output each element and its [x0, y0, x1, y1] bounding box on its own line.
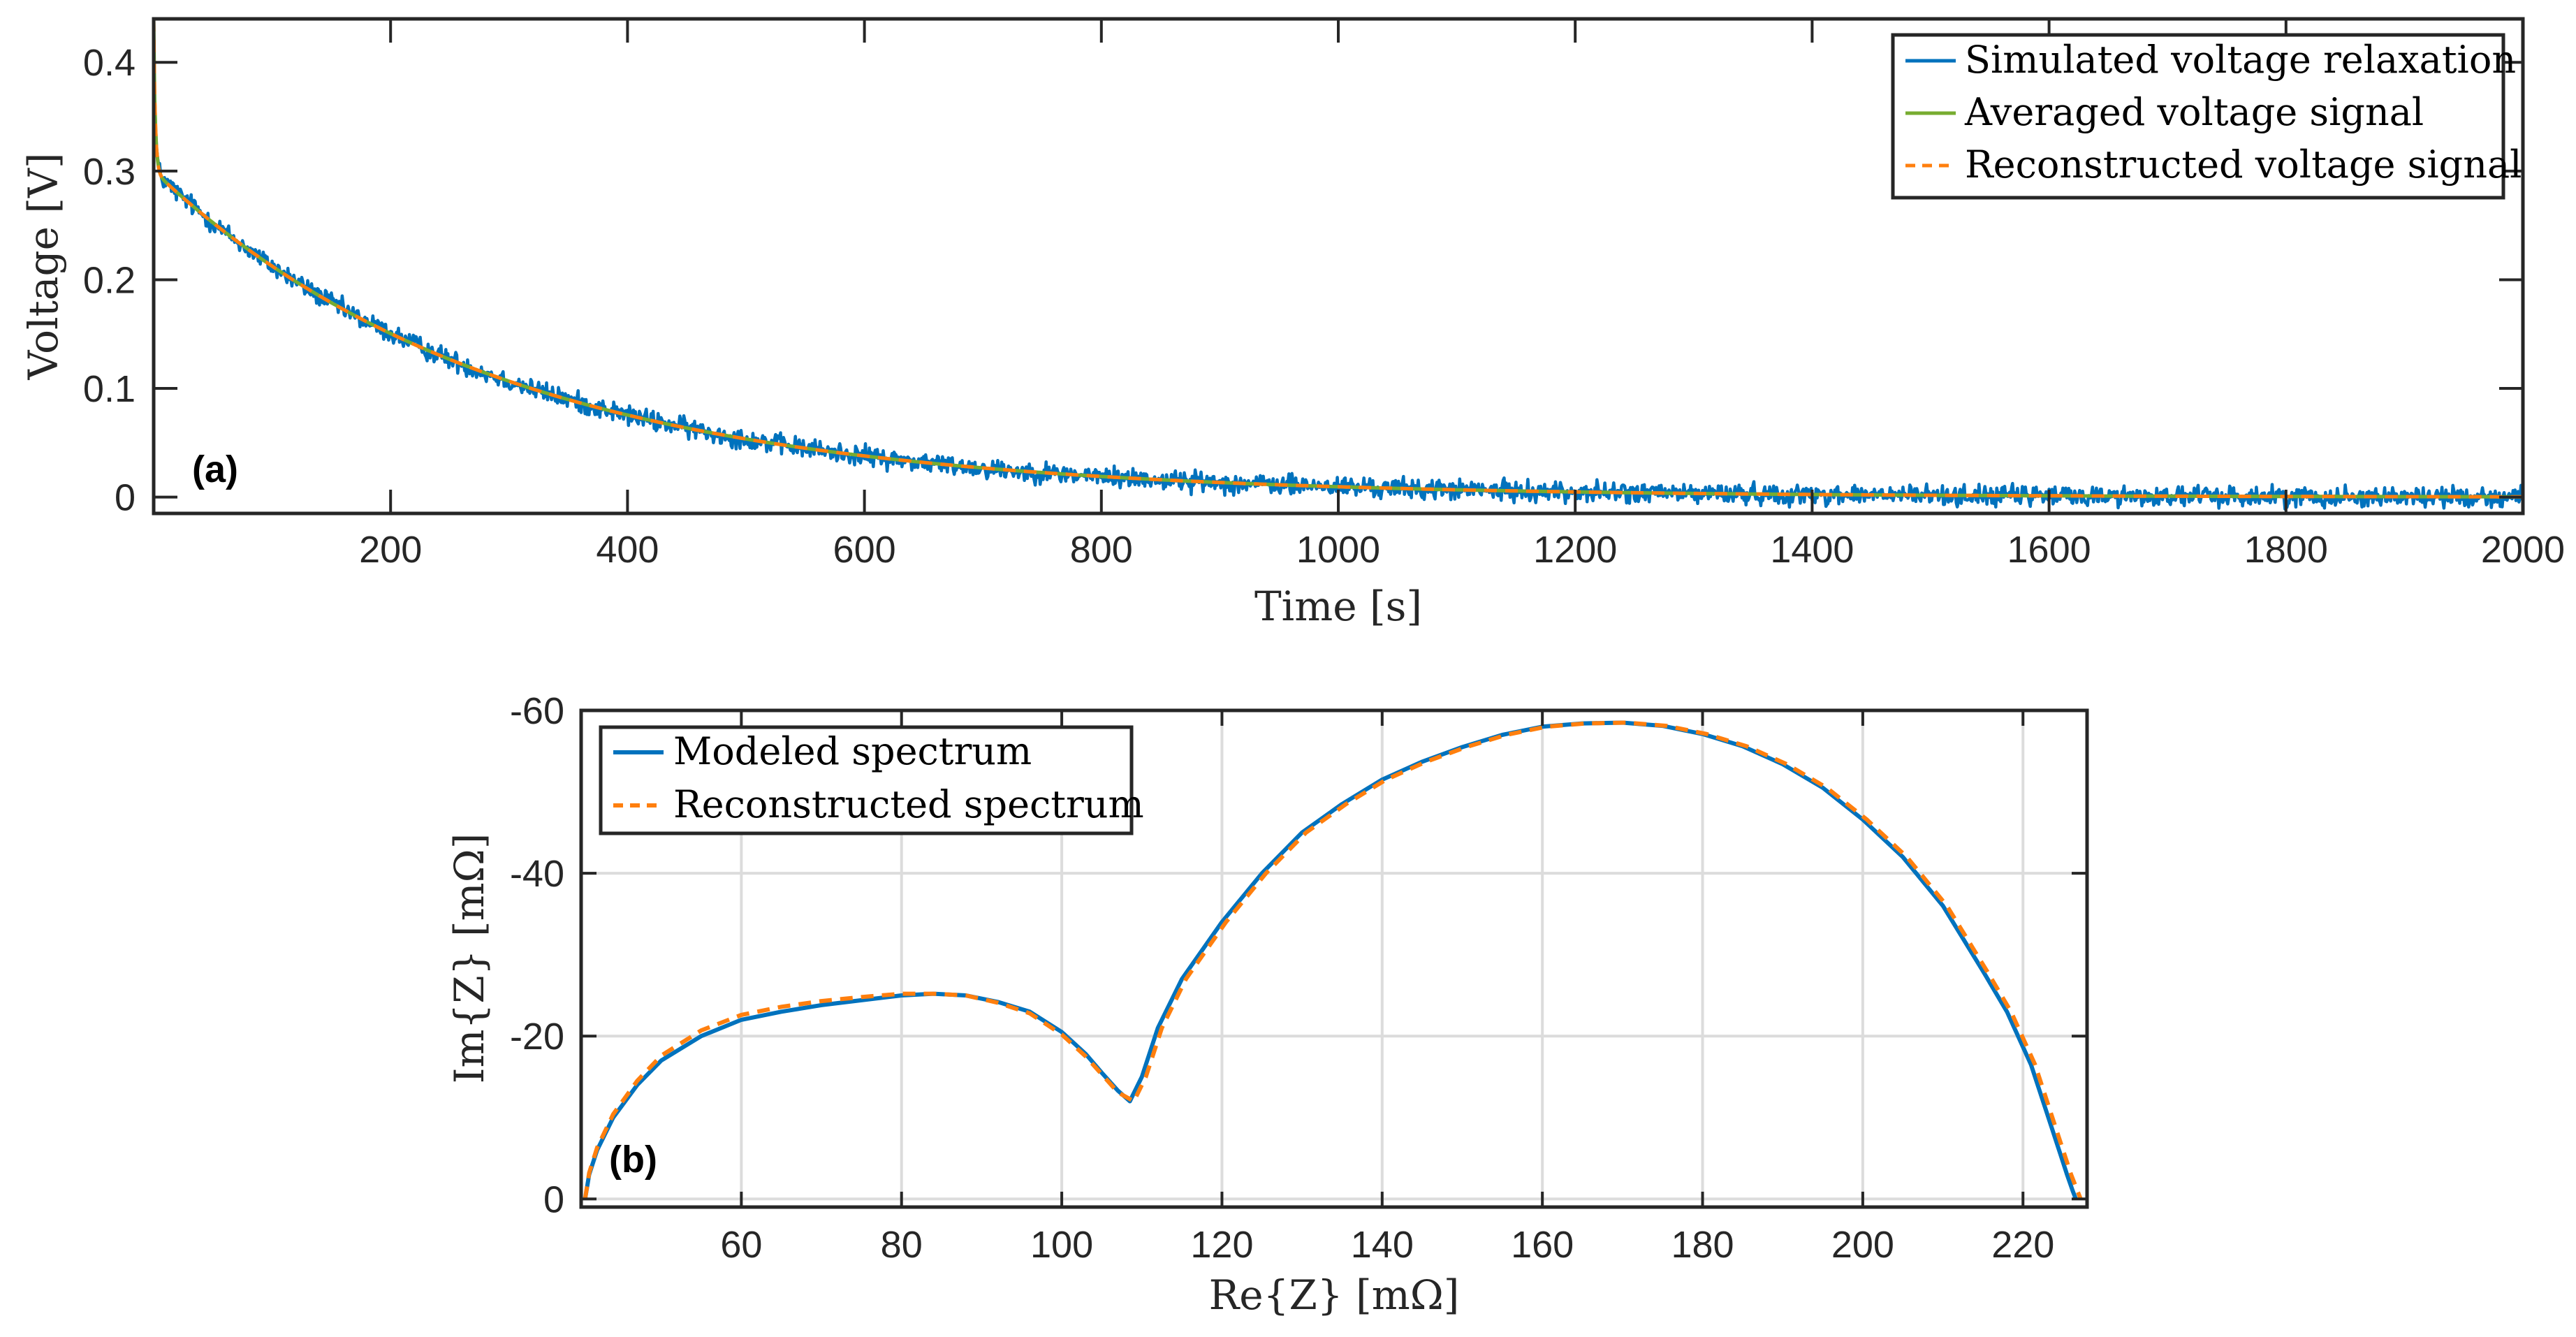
- legend-reconstructed-label: Reconstructed voltage signal: [1965, 143, 2522, 187]
- panel-a-x-ticks: 200 400 600 800 1000 1200 1400 1600 1800 2000: [359, 19, 2565, 571]
- panel-a-y-tick-label: 0.2: [83, 259, 136, 301]
- panel-b-label: (b): [609, 1139, 657, 1181]
- panel-b-y-tick-label: -40: [510, 853, 564, 895]
- panel-a-x-tick-label: 1400: [1770, 529, 1854, 571]
- panel-b-x-tick-label: 180: [1671, 1224, 1734, 1266]
- panel-a-voltage-relaxation: 200 400 600 800 1000 1200 1400 1600 1800 2000 0 0.…: [20, 17, 2565, 630]
- panel-a-x-tick-label: 1200: [1533, 529, 1617, 571]
- panel-a-y-tick-label: 0: [115, 477, 136, 519]
- reconstructed-voltage-line: [152, 18, 2523, 499]
- panel-b-y-tick-label: -20: [510, 1016, 564, 1058]
- legend-modeled-label: Modeled spectrum: [673, 729, 1032, 773]
- panel-b-grid: [581, 709, 2087, 1207]
- panel-b-nyquist-spectrum: 60 80 100 120 140 160 180 200 220 0 -20 -40 -60 Re{…: [446, 690, 2089, 1319]
- legend-simulated-label: Simulated voltage relaxation: [1965, 38, 2516, 82]
- panel-a-x-axis-label: Time [s]: [1254, 583, 1422, 630]
- panel-a-legend: Simulated voltage relaxation Averaged vo…: [1891, 33, 2522, 200]
- panel-b-x-tick-label: 220: [1991, 1224, 2054, 1266]
- panel-a-y-ticks: 0 0.1 0.2 0.3 0.4: [83, 42, 2523, 519]
- panel-b-x-tick-label: 80: [881, 1224, 923, 1266]
- modeled-spectrum-line: [583, 720, 2078, 1200]
- legend-reconstructed-spectrum-label: Reconstructed spectrum: [673, 782, 1144, 826]
- panel-b-x-tick-label: 120: [1190, 1224, 1253, 1266]
- panel-a-x-tick-label: 200: [359, 529, 422, 571]
- panel-b-x-tick-label: 140: [1351, 1224, 1414, 1266]
- panel-a-y-tick-label: 0.3: [83, 151, 136, 193]
- panel-b-x-ticks: 60 80 100 120 140 160 180 200 220: [720, 710, 2054, 1266]
- panel-b-x-tick-label: 160: [1511, 1224, 1574, 1266]
- reconstructed-spectrum-line: [583, 720, 2083, 1200]
- panel-b-legend: Modeled spectrum Reconstructed spectrum: [599, 725, 1144, 835]
- panel-b-x-tick-label: 60: [720, 1224, 762, 1266]
- panel-a-x-tick-label: 1600: [2007, 529, 2091, 571]
- panel-b-y-ticks: 0 -20 -40 -60: [510, 690, 2087, 1220]
- panel-a-x-tick-label: 400: [596, 529, 659, 571]
- panel-b-y-axis-label: Im{Z} [mΩ]: [446, 833, 493, 1084]
- panel-b-x-tick-label: 100: [1030, 1224, 1093, 1266]
- panel-b-y-tick-label: -60: [510, 690, 564, 732]
- panel-b-series-group: [583, 720, 2083, 1200]
- panel-a-y-tick-label: 0.1: [83, 368, 136, 410]
- legend-averaged-label: Averaged voltage signal: [1964, 90, 2424, 134]
- panel-a-x-tick-label: 1800: [2244, 529, 2328, 571]
- panel-b-x-tick-label: 200: [1831, 1224, 1894, 1266]
- panel-b-y-tick-label: 0: [543, 1178, 564, 1220]
- panel-a-x-tick-label: 600: [833, 529, 896, 571]
- panel-a-x-tick-label: 1000: [1296, 529, 1380, 571]
- panel-a-y-axis-label: Voltage [V]: [20, 153, 67, 381]
- panel-a-legend-box: [1891, 33, 2505, 200]
- panel-b-axes-box: [579, 708, 2089, 1209]
- panel-a-y-tick-label: 0.4: [83, 42, 136, 84]
- panel-a-x-tick-label: 800: [1070, 529, 1133, 571]
- panel-b-x-axis-label: Re{Z} [mΩ]: [1209, 1271, 1460, 1319]
- panel-a-label: (a): [192, 448, 238, 490]
- panel-a-x-tick-label: 2000: [2481, 529, 2565, 571]
- panel-b-legend-box: [599, 725, 1134, 835]
